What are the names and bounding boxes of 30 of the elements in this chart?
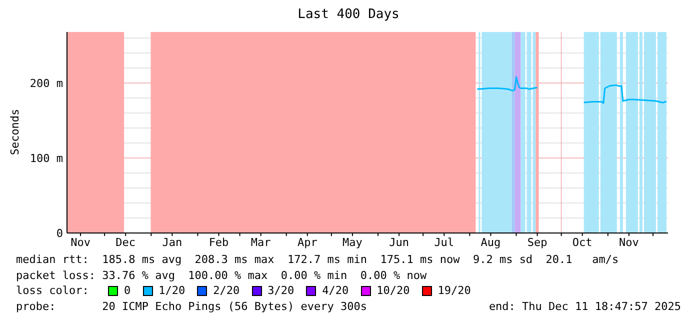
legend-label: 19/20	[438, 283, 471, 298]
legend-label: 0	[124, 283, 131, 298]
x-tick-label: Jul	[434, 236, 454, 249]
legend-label: 2/20	[213, 283, 240, 298]
legend-label: 10/20	[376, 283, 410, 298]
y-tick-label: 200 m	[30, 76, 64, 90]
x-tick-label: May	[342, 236, 363, 249]
x-tick-label: Dec	[116, 236, 136, 249]
x-tick-label: Aug	[480, 236, 501, 249]
x-tick-label: Oct	[572, 236, 592, 249]
text: probe: 20 ICMP Echo Pings (56 Bytes) every 300s	[16, 300, 367, 312]
legend-label: 4/20	[322, 283, 349, 298]
text: packet loss: 33.76 % avg 100.00 % max 0.00 % min 0.00 % now	[16, 268, 428, 283]
text: median rtt: 185.8 ms avg 208.3 ms max 172.7 ms min 175.1 ms now 9.2 ms sd 20.1 am/s	[16, 252, 620, 268]
legend-title: loss color:	[16, 283, 90, 298]
text: end: Thu Dec 11 18:47:57 2025	[488, 298, 681, 314]
y-tick-label: 100 m	[30, 152, 64, 165]
legend-label: 3/20	[268, 283, 294, 298]
x-tick-label: Apr	[297, 236, 318, 249]
x-tick-label: Sep	[527, 236, 548, 249]
x-tick-label: Nov	[618, 236, 640, 249]
y-tick-label: 0	[56, 226, 63, 240]
x-tick-label: Jan	[162, 236, 182, 249]
legend-label: 1/20	[158, 283, 186, 298]
x-tick-label: Nov	[70, 236, 91, 249]
x-tick-label: Mar	[250, 236, 272, 249]
x-tick-label: Jun	[389, 236, 409, 249]
x-tick-label: Feb	[208, 236, 229, 249]
chart-title: Last 400 Days	[296, 7, 400, 22]
y-axis-title: Seconds	[8, 108, 22, 156]
